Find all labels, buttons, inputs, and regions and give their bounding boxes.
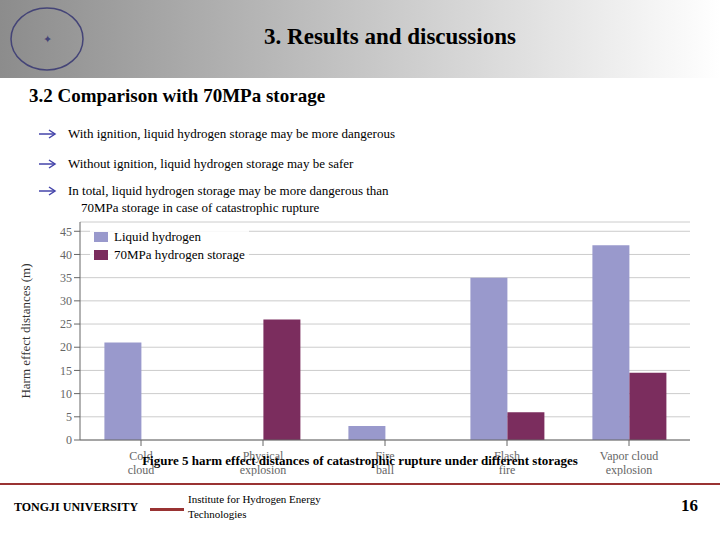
svg-text:40: 40 [60,248,72,262]
html-text:In total, liquid hydrogen stor: In total, liquid hydrogen storage may be… [68,183,389,198]
svg-text:0: 0 [66,433,72,447]
html-text:Without ignition, liquid hydro: Without ignition, liquid hydrogen storag… [68,156,354,171]
html-text:Institute for Hydrogen Energy: Institute for Hydrogen Energy [188,493,321,505]
html-text:Liquid hydrogen: Liquid hydrogen [114,229,201,244]
svg-text:15: 15 [60,364,72,378]
html-text:3. Results and discussions: 3. Results and discussions [264,24,516,49]
svg-text:25: 25 [60,317,72,331]
svg-text:✦: ✦ [43,33,52,45]
html-text:3.2 Comparison with 70MPa stor: 3.2 Comparison with 70MPa storage [29,85,326,106]
html-text:16: 16 [681,496,698,515]
html-text:70MPa hydrogen storage: 70MPa hydrogen storage [114,247,245,262]
svg-text:5: 5 [66,410,72,424]
html-text:70MPa storage in case of catas: 70MPa storage in case of catastrophic ru… [68,200,320,215]
html-text:TONGJI UNIVERSITY: TONGJI UNIVERSITY [14,500,139,514]
html-text:Technologies: Technologies [188,508,247,520]
svg-text:Harm effect distances (m): Harm effect distances (m) [18,263,33,398]
svg-text:10: 10 [60,387,72,401]
svg-text:Vapor cloudexplosion: Vapor cloudexplosion [600,449,658,476]
svg-text:45: 45 [60,225,72,239]
svg-text:30: 30 [60,294,72,308]
svg-text:35: 35 [60,271,72,285]
svg-text:20: 20 [60,340,72,354]
html-text:Figure 5 harm effect distances: Figure 5 harm effect distances of catast… [142,453,578,468]
html-text:With ignition, liquid hydrogen: With ignition, liquid hydrogen storage m… [68,126,395,141]
